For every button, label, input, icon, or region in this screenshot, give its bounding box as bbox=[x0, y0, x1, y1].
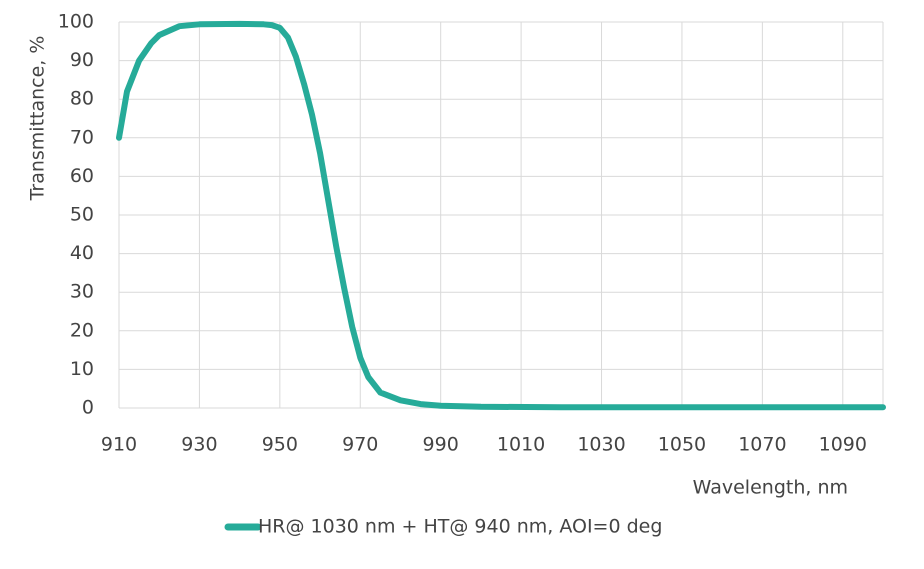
y-axis-label: Transmittance, % bbox=[27, 36, 49, 202]
y-tick-label: 80 bbox=[70, 88, 94, 110]
y-tick-label: 50 bbox=[70, 204, 94, 226]
x-tick-label: 930 bbox=[181, 434, 217, 456]
y-tick-label: 0 bbox=[82, 397, 94, 419]
y-tick-label: 30 bbox=[70, 281, 94, 303]
y-tick-label: 70 bbox=[70, 126, 94, 148]
data-line bbox=[116, 20, 886, 411]
x-tick-label: 1050 bbox=[658, 434, 706, 456]
x-tick-label: 990 bbox=[423, 434, 459, 456]
x-tick-label: 1070 bbox=[738, 434, 786, 456]
y-tick-label: 60 bbox=[70, 165, 94, 187]
x-tick-label: 1030 bbox=[577, 434, 625, 456]
y-tick-label: 100 bbox=[58, 11, 94, 33]
y-tick-label: 10 bbox=[70, 358, 94, 380]
legend-label: HR@ 1030 nm + HT@ 940 nm, AOI=0 deg bbox=[258, 516, 662, 538]
x-tick-label: 910 bbox=[101, 434, 137, 456]
x-tick-label: 970 bbox=[342, 434, 378, 456]
y-tick-label: 20 bbox=[70, 319, 94, 341]
x-tick-label: 1010 bbox=[497, 434, 545, 456]
x-tick-label: 1090 bbox=[819, 434, 867, 456]
y-tick-label: 90 bbox=[70, 49, 94, 71]
x-tick-label: 950 bbox=[262, 434, 298, 456]
y-tick-label: 40 bbox=[70, 242, 94, 264]
x-axis-label: Wavelength, nm bbox=[693, 477, 848, 499]
